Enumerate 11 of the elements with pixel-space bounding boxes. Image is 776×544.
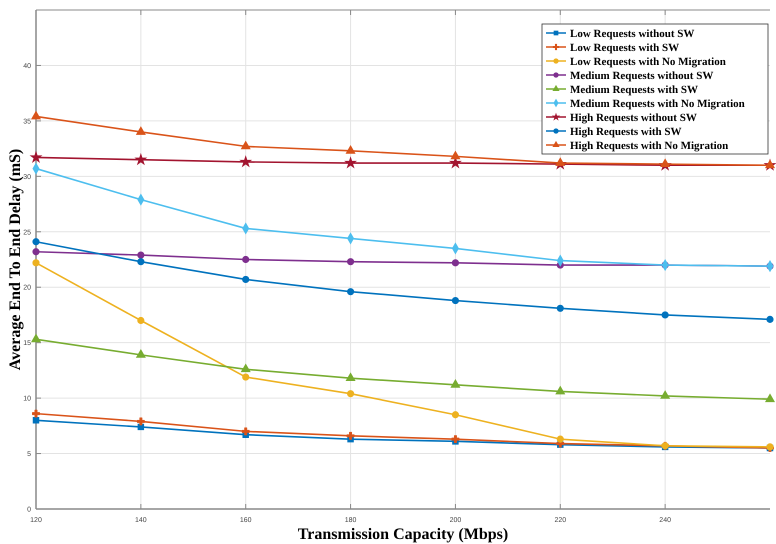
legend-label: Medium Requests without SW <box>570 70 714 82</box>
y-axis-title: Average End To End Delay (mS) <box>7 148 24 370</box>
legend-label: High Requests with SW <box>570 126 682 138</box>
legend-label: Medium Requests with SW <box>570 84 698 96</box>
legend-label: Medium Requests with No Migration <box>570 98 745 110</box>
x-axis-title: Transmission Capacity (Mbps) <box>298 526 508 543</box>
legend-label: Low Requests without SW <box>570 28 694 40</box>
legend-label: High Requests with No Migration <box>570 140 728 152</box>
legend-label: Low Requests with SW <box>570 42 680 54</box>
legend-label: Low Requests with No Migration <box>570 56 726 68</box>
legend-label: High Requests without SW <box>570 112 697 124</box>
